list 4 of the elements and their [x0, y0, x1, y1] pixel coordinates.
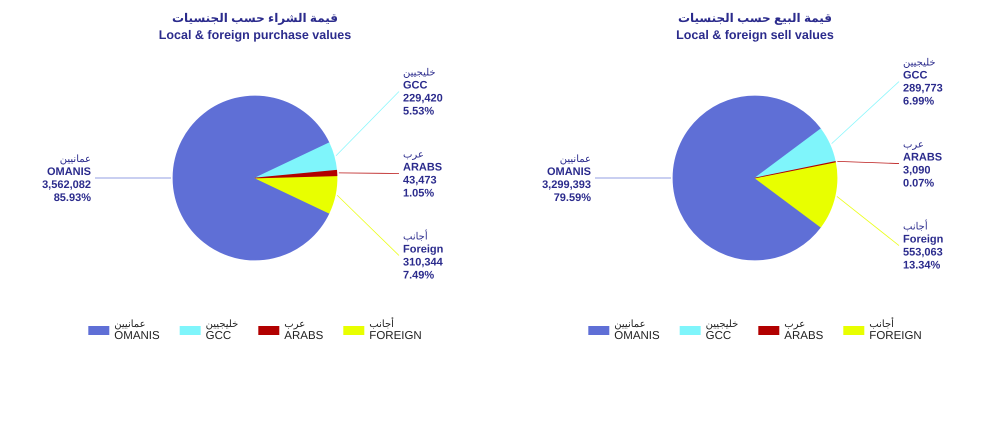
- subtitle: Local & foreign sell values: [676, 28, 834, 42]
- title: قيمة البيع حسب الجنسيات: [678, 11, 832, 25]
- title: قيمة الشراء حسب الجنسيات: [172, 11, 338, 25]
- subtitle: Local & foreign purchase values: [158, 28, 352, 42]
